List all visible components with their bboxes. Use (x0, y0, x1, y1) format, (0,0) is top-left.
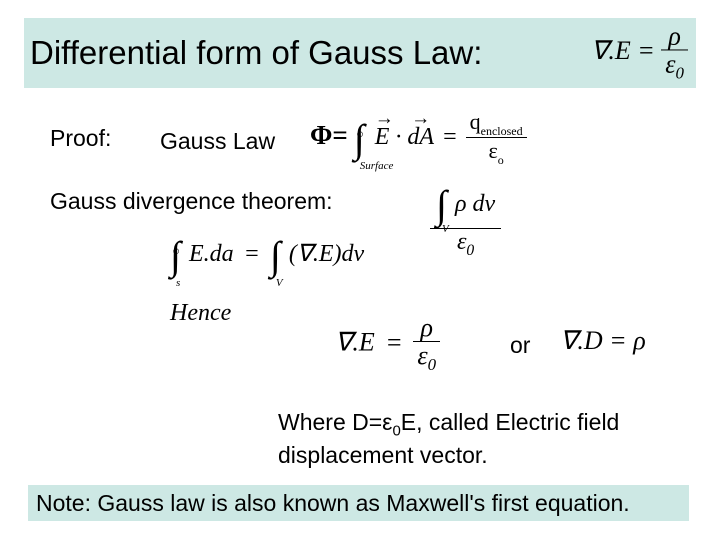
divergence-theorem-label: Gauss divergence theorem: (50, 188, 333, 215)
proof-label: Proof: (50, 125, 111, 152)
volume-integral-icon: ∫ (436, 184, 447, 226)
title-eq-op: = (637, 36, 655, 65)
eps-o: εo (466, 138, 527, 167)
title-eq-frac: ρ ε0 (661, 22, 688, 83)
result-equation: ∇.E = ρ ε0 (335, 314, 440, 375)
title-eq-num: ρ (661, 22, 688, 50)
vector-E: E (375, 124, 390, 151)
rho-int-num: ∫ V ρ dv (430, 182, 501, 229)
q-over-eps-frac: qenclosed εo (466, 110, 527, 167)
derivation-line: ∫ s E.da = ∫ V (∇.E)dv (170, 232, 364, 279)
div-d-equation: ∇.D = ρ (560, 326, 646, 356)
phi-equation: Φ= ∫ Surface E · dA = qenclosed εo (310, 110, 527, 167)
volume-integral-icon-2: ∫ (270, 232, 281, 279)
title-eq-lhs: ∇.E (591, 36, 631, 65)
hence-label: Hence (170, 300, 231, 327)
title-bar: Differential form of Gauss Law: ∇.E = ρ … (24, 18, 696, 88)
closed-surface-integral-icon: ∫ (170, 232, 181, 279)
where-text: Where D=ε0E, called Electric field displ… (278, 408, 678, 470)
or-label: or (510, 332, 530, 359)
slide-title: Differential form of Gauss Law: (24, 34, 482, 72)
integral-domain-surface: Surface (360, 160, 394, 172)
phi-prefix: Φ= (310, 120, 348, 150)
note-text: Note: Gauss law is also known as Maxwell… (36, 490, 630, 517)
title-equation: ∇.E = ρ ε0 (591, 22, 688, 83)
note-bar: Note: Gauss law is also known as Maxwell… (28, 485, 689, 521)
surface-integral-icon: ∫ (354, 115, 365, 162)
title-eq-den: ε0 (661, 51, 688, 84)
vector-dA: dA (407, 124, 434, 151)
rho-integral-eq: ∫ V ρ dv ε0 (430, 182, 501, 259)
rho-int-den: ε0 (430, 229, 501, 259)
gauss-law-label: Gauss Law (160, 128, 275, 155)
q-enclosed: qenclosed (466, 110, 527, 138)
